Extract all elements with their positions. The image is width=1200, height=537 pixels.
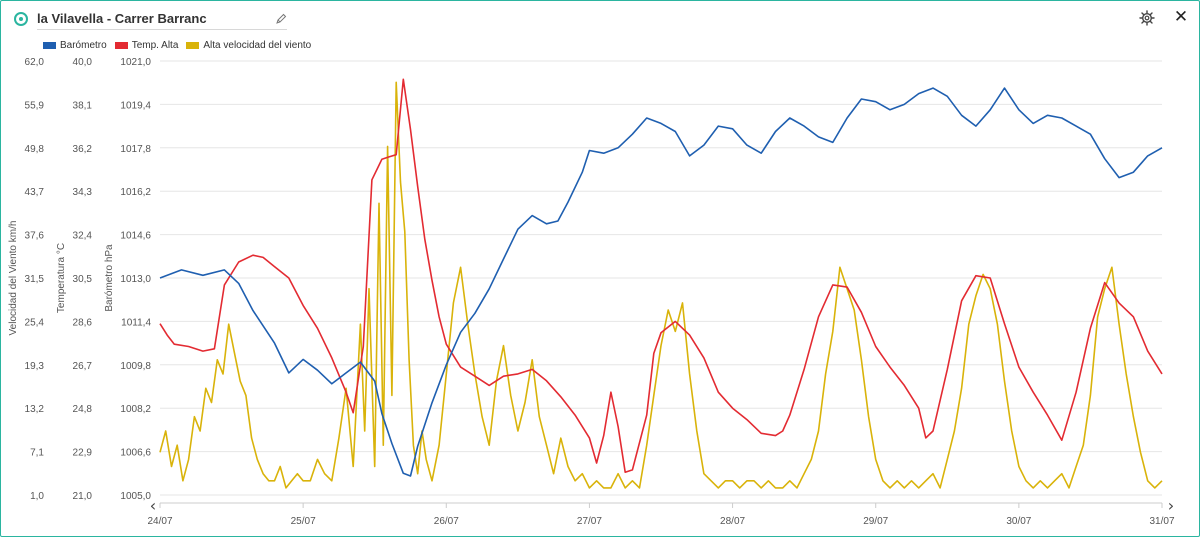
y-tick-label-temp: 28,6 xyxy=(73,317,93,328)
y-tick-label-temp: 36,2 xyxy=(73,144,93,155)
y-axis-title-pressure: Barómetro hPa xyxy=(104,244,115,312)
title-underline xyxy=(37,29,287,30)
series-line-temp-alta xyxy=(159,78,1163,474)
legend-item-alta-velocidad-del-viento[interactable]: Alta velocidad del viento xyxy=(186,40,311,51)
y-tick-label-temp: 38,1 xyxy=(73,100,93,111)
y-tick-label-wind: 25,4 xyxy=(25,317,45,328)
legend-item-barometro[interactable]: Barómetro xyxy=(43,40,107,51)
x-tick-label: 26/07 xyxy=(434,516,459,527)
y-tick-label-temp: 40,0 xyxy=(73,57,93,68)
y-tick-label-wind: 13,2 xyxy=(25,404,45,415)
y-tick-label-temp: 26,7 xyxy=(73,361,93,372)
y-tick-label-wind: 7,1 xyxy=(30,448,44,459)
widget-title: la Vilavella - Carrer Barranc xyxy=(37,11,207,26)
y-tick-label-pressure: 1008,2 xyxy=(120,404,151,415)
y-tick-label-wind: 31,5 xyxy=(25,274,45,285)
y-tick-label-wind: 1,0 xyxy=(30,491,44,502)
legend-swatch xyxy=(43,41,56,49)
legend-label: Barómetro xyxy=(60,39,107,51)
y-tick-label-pressure: 1017,8 xyxy=(120,144,151,155)
y-tick-label-wind: 62,0 xyxy=(25,57,45,68)
legend-label: Alta velocidad del viento xyxy=(203,39,312,51)
y-tick-label-wind: 37,6 xyxy=(25,231,45,242)
y-tick-label-pressure: 1019,4 xyxy=(120,100,151,111)
prev-period-button[interactable]: ‹ xyxy=(150,496,156,515)
y-tick-label-temp: 32,4 xyxy=(73,231,93,242)
y-tick-label-pressure: 1016,2 xyxy=(120,187,151,198)
y-tick-label-wind: 49,8 xyxy=(25,144,45,155)
close-icon[interactable]: ✕ xyxy=(1173,7,1189,26)
y-tick-label-temp: 34,3 xyxy=(73,187,93,198)
y-tick-label-pressure: 1011,4 xyxy=(121,317,151,328)
y-tick-label-wind: 43,7 xyxy=(25,187,45,198)
x-tick-label: 25/07 xyxy=(291,516,316,527)
pencil-icon[interactable] xyxy=(275,12,287,30)
legend-swatch xyxy=(114,41,128,49)
gear-icon[interactable] xyxy=(1139,10,1155,31)
y-tick-label-pressure: 1006,6 xyxy=(120,448,151,459)
y-tick-label-pressure: 1014,6 xyxy=(120,231,151,242)
y-tick-label-temp: 22,9 xyxy=(73,448,93,459)
legend-swatch xyxy=(186,41,200,49)
legend-item-temp-alta[interactable]: Temp. Alta xyxy=(114,39,179,51)
x-tick-label: 24/07 xyxy=(147,516,172,527)
y-tick-label-pressure: 1009,8 xyxy=(120,361,151,372)
x-tick-label: 31/07 xyxy=(1149,516,1174,527)
radio-indicator-icon[interactable] xyxy=(14,12,28,26)
y-tick-label-wind: 19,3 xyxy=(25,361,45,372)
y-axis-title-wind: Velocidad del Viento km/h xyxy=(8,221,19,336)
widget-header: la Vilavella - Carrer Barranc xyxy=(1,1,1199,37)
y-tick-label-temp: 24,8 xyxy=(73,404,93,415)
legend-label: Temp. Alta xyxy=(131,39,179,51)
series-line-alta-velocidad-del-viento xyxy=(159,81,1163,489)
x-tick-label: 30/07 xyxy=(1006,516,1031,527)
x-tick-label: 28/07 xyxy=(720,516,745,527)
next-period-button[interactable]: › xyxy=(1168,496,1174,515)
y-axis-title-temp: Temperatura °C xyxy=(56,243,67,313)
y-tick-label-pressure: 1005,0 xyxy=(120,491,151,502)
series-line-barometro xyxy=(159,87,1163,477)
y-tick-label-temp: 30,5 xyxy=(73,274,93,285)
x-tick-label: 27/07 xyxy=(577,516,602,527)
y-tick-label-pressure: 1013,0 xyxy=(120,274,151,285)
y-tick-label-pressure: 1021,0 xyxy=(120,57,151,68)
y-tick-label-temp: 21,0 xyxy=(73,491,93,502)
chart-legend: Barómetro Temp. Alta Alta velocidad del vi… xyxy=(43,38,319,52)
y-tick-label-wind: 55,9 xyxy=(25,100,45,111)
x-tick-label: 29/07 xyxy=(863,516,888,527)
